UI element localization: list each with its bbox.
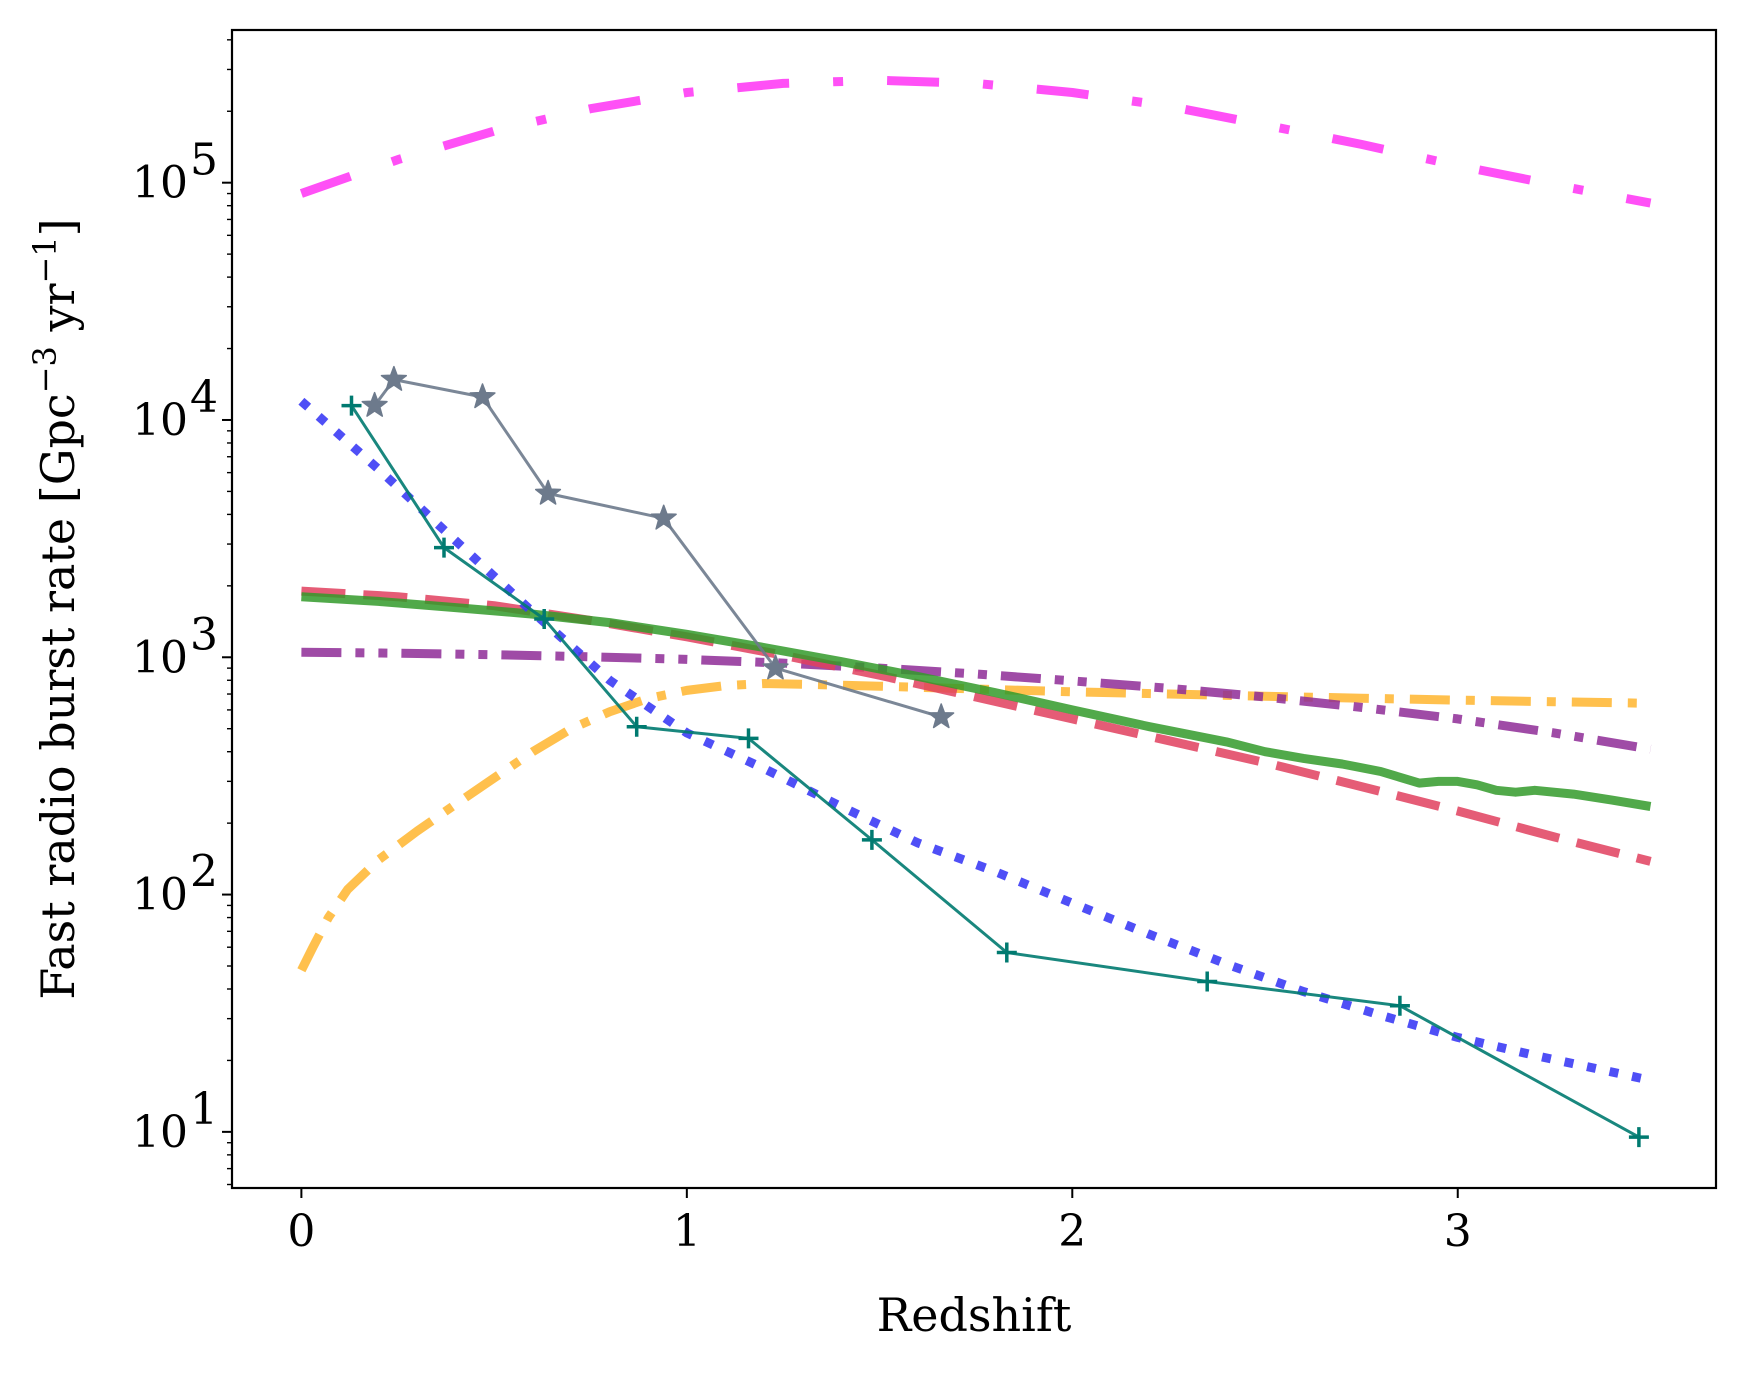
- series-line-purple: [301, 647, 1652, 754]
- y-tick-exponent: 1: [190, 1084, 218, 1135]
- y-tick-exponent: 4: [190, 372, 218, 423]
- y-tick-label: 10: [132, 158, 188, 209]
- plus-marker: [861, 829, 882, 850]
- star-marker: [762, 654, 789, 680]
- y-tick-label: 10: [132, 1107, 188, 1158]
- series-line-teal-plus: [350, 404, 1640, 1139]
- series-line-orange: [297, 679, 1651, 973]
- x-tick-label: 0: [287, 1206, 315, 1257]
- plus-marker: [434, 537, 454, 558]
- star-marker: [469, 383, 496, 409]
- series-layer: [297, 75, 1652, 1139]
- y-axis-label: Fast radio burst rate [Gpc−3 yr−1]: [26, 218, 85, 999]
- plus-marker: [534, 609, 555, 629]
- series-teal-plus: [350, 404, 1640, 1139]
- y-tick-exponent: 3: [190, 609, 218, 660]
- plus-marker: [341, 395, 362, 416]
- star-marker: [650, 504, 677, 530]
- marker-layer: [341, 365, 1649, 1148]
- y-tick-label: 10: [132, 870, 188, 921]
- y-tick-exponent: 2: [190, 847, 218, 898]
- plus-marker: [1389, 995, 1410, 1016]
- plus-marker: [1628, 1127, 1649, 1148]
- plot-frame: [230, 28, 1718, 1190]
- star-marker: [534, 479, 562, 505]
- y-tick-label: 10: [132, 632, 188, 683]
- series-blue: [298, 397, 1652, 1085]
- x-tick-label: 2: [1058, 1206, 1086, 1257]
- plus-marker: [1197, 971, 1218, 992]
- series-purple: [301, 647, 1652, 754]
- plus-marker: [996, 942, 1017, 963]
- star-marker: [928, 703, 955, 729]
- series-orange: [297, 679, 1651, 973]
- series-line-blue: [298, 397, 1652, 1085]
- series-green: [301, 592, 1652, 811]
- y-tick-exponent: 5: [190, 135, 218, 186]
- plus-marker: [626, 716, 647, 737]
- y-tick-label: 10: [132, 395, 188, 446]
- star-marker: [380, 365, 408, 391]
- plus-marker: [738, 728, 759, 749]
- series-line-green: [301, 592, 1652, 811]
- x-tick-label: 1: [673, 1206, 701, 1257]
- star-marker: [361, 391, 388, 417]
- x-axis-label: Redshift: [877, 1288, 1072, 1342]
- x-tick-label: 3: [1444, 1206, 1472, 1257]
